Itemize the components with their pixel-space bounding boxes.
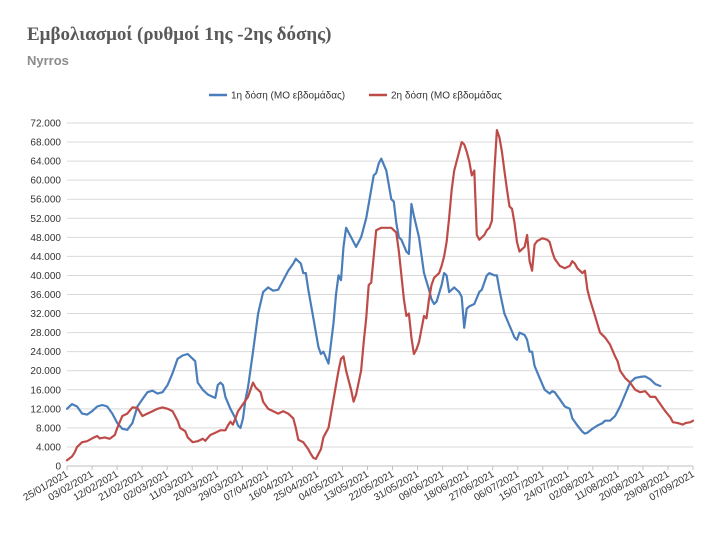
y-tick-label: 28.000 <box>30 328 61 339</box>
legend-label-1: 1η δόση (ΜΟ εβδομάδας) <box>231 90 345 102</box>
y-tick-label: 60.000 <box>30 176 61 187</box>
y-tick-label: 4.000 <box>36 442 61 453</box>
y-tick-label: 20.000 <box>30 366 61 377</box>
y-tick-label: 48.000 <box>30 233 61 244</box>
y-tick-label: 56.000 <box>30 195 61 206</box>
y-tick-label: 40.000 <box>30 271 61 282</box>
series-line-1 <box>65 157 662 435</box>
y-tick-label: 36.000 <box>30 290 61 301</box>
gridlines <box>67 122 693 467</box>
y-tick-label: 52.000 <box>30 214 61 225</box>
y-tick-label: 68.000 <box>30 138 61 149</box>
y-tick-label: 64.000 <box>30 157 61 168</box>
y-tick-label: 16.000 <box>30 385 61 396</box>
y-tick-label: 12.000 <box>30 404 61 415</box>
y-axis-tick-labels: 0 4.000 8.000 12.000 16.000 20.000 24.000 28.00… <box>30 119 61 473</box>
series-line-2 <box>65 129 695 462</box>
y-tick-label: 72.000 <box>30 119 61 130</box>
y-tick-label: 32.000 <box>30 309 61 320</box>
y-tick-label: 0 <box>55 462 61 473</box>
series-lines <box>65 129 695 462</box>
y-tick-label: 44.000 <box>30 252 61 263</box>
legend-label-2: 2η δόση (ΜΟ εβδομάδας <box>391 90 502 102</box>
chart-title: Εμβολιασμοί (ρυθμοί 1ης -2ης δόσης) <box>27 24 332 45</box>
chart-subtitle: Nyrros <box>27 53 69 68</box>
y-tick-label: 8.000 <box>36 423 61 434</box>
legend: 1η δόση (ΜΟ εβδομάδας) 2η δόση (ΜΟ εβδομά… <box>209 90 502 102</box>
y-tick-label: 24.000 <box>30 347 61 358</box>
x-axis-tick-labels: 25/01/202103/02/202112/02/202121/02/2021… <box>22 466 697 504</box>
